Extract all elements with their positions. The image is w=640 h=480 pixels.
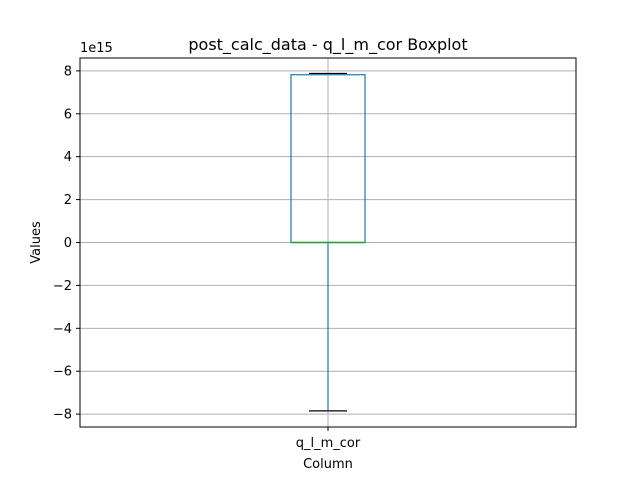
y-tick-label: −2 bbox=[53, 279, 72, 294]
y-tick-label: −8 bbox=[53, 408, 72, 423]
x-tick-label: q_l_m_cor bbox=[296, 436, 361, 451]
chart-title: post_calc_data - q_l_m_cor Boxplot bbox=[188, 35, 467, 55]
y-ticks: −8 −6 −4 −2 0 2 4 6 8 bbox=[53, 64, 80, 423]
y-tick-label: 4 bbox=[64, 150, 72, 165]
y-tick-label: −6 bbox=[53, 365, 72, 380]
y-axis-label: Values bbox=[29, 221, 44, 264]
y-axis-offset-text: 1e15 bbox=[80, 41, 113, 56]
box-layer bbox=[290, 72, 366, 412]
y-tick-label: −4 bbox=[53, 322, 72, 337]
x-axis-label: Column bbox=[303, 457, 353, 472]
x-ticks: q_l_m_cor bbox=[296, 427, 361, 451]
y-tick-label: 6 bbox=[64, 107, 72, 122]
y-tick-label: 8 bbox=[64, 64, 72, 79]
y-tick-label: 2 bbox=[64, 193, 72, 208]
y-tick-label: 0 bbox=[64, 236, 72, 251]
